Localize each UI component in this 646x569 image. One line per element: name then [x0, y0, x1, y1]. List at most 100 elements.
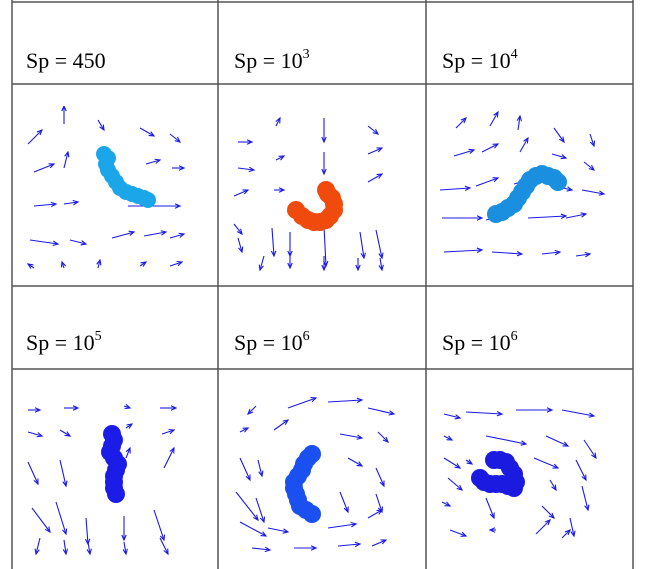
flow-arrow — [453, 149, 475, 157]
flow-arrow — [251, 547, 271, 551]
flow-arrowhead — [26, 263, 34, 269]
flow-arrow — [485, 497, 495, 519]
flow-arrow — [235, 491, 259, 521]
flow-arrow — [569, 517, 575, 537]
flow-arrowhead — [552, 463, 560, 469]
flow-arrow — [347, 457, 363, 467]
flow-arrow — [359, 231, 365, 259]
flow-arrowhead — [554, 249, 562, 256]
flow-arrow — [441, 501, 451, 507]
flow-arrowhead — [562, 441, 570, 447]
flow-arrowhead — [460, 531, 468, 537]
flow-arrowhead — [378, 264, 384, 272]
flow-arrowhead — [159, 534, 166, 542]
flow-arrowhead — [468, 148, 476, 154]
flow-arrow — [169, 261, 183, 267]
flow-arrow — [239, 427, 249, 433]
flow-arrow — [339, 491, 349, 513]
flow-arrowhead — [580, 212, 588, 218]
flow-arrow — [581, 485, 589, 511]
flow-arrowhead — [236, 228, 243, 236]
flow-arrow — [553, 127, 565, 143]
flow-arrowhead — [36, 432, 44, 438]
flow-arrowhead — [174, 136, 182, 143]
flow-arrowhead — [178, 232, 186, 238]
flow-arrow — [63, 539, 67, 555]
flow-arrow — [583, 161, 595, 171]
flow-arrowhead — [126, 423, 134, 429]
flow-arrow — [139, 127, 155, 137]
flow-arrowhead — [454, 414, 462, 420]
flow-arrow — [29, 239, 59, 245]
flow-arrow — [275, 117, 281, 127]
flow-arrowhead — [496, 411, 504, 417]
flow-arrow — [159, 537, 169, 555]
flow-arrowhead — [275, 116, 281, 124]
flow-arrow — [375, 467, 385, 487]
flow-arrow — [337, 543, 361, 547]
flow-arrow — [339, 433, 363, 439]
flow-arrow — [443, 249, 483, 253]
flow-arrow — [237, 237, 243, 253]
flow-arrowhead — [124, 403, 132, 410]
flow-arrowhead — [282, 419, 290, 425]
flow-arrow — [273, 419, 289, 431]
flow-arrowhead — [566, 186, 574, 192]
flow-arrowhead — [246, 139, 254, 145]
flow-arrowhead — [570, 530, 576, 538]
flow-arrow — [481, 143, 499, 153]
flow-arrowhead — [50, 201, 58, 208]
flow-arrowhead — [64, 150, 70, 158]
flow-arrowhead — [260, 531, 268, 537]
flow-arrow — [443, 413, 461, 419]
flow-arrowhead — [548, 512, 555, 519]
flow-arrowhead — [350, 521, 358, 528]
flow-arrow — [455, 117, 467, 129]
flow-arrow — [153, 509, 165, 541]
flow-arrow — [561, 529, 571, 539]
flow-arrowhead — [321, 264, 327, 272]
flow-arrowhead — [488, 527, 496, 533]
flow-arrow — [561, 409, 595, 417]
flow-arrow — [259, 255, 265, 271]
flow-arrowhead — [72, 199, 80, 206]
flow-arrowhead — [154, 158, 162, 164]
flow-arrowhead — [376, 509, 384, 515]
flow-arrow — [589, 133, 595, 147]
flow-arrowhead — [242, 189, 250, 195]
flow-arrow — [161, 429, 175, 435]
flow-arrowhead — [252, 514, 259, 522]
flow-arrowhead — [62, 480, 68, 488]
flow-arrowhead — [174, 203, 182, 209]
flow-arrow — [63, 151, 69, 169]
flow-arrowhead — [476, 215, 484, 221]
flow-arrowhead — [560, 213, 568, 219]
flow-arrow — [549, 479, 557, 491]
flow-arrow — [443, 435, 453, 441]
flow-arrowhead — [546, 407, 554, 413]
flow-arrowhead — [242, 427, 250, 433]
flow-arrow — [443, 457, 461, 469]
flow-arrowhead — [476, 247, 484, 253]
panel-label-1: Sp = 450 — [26, 48, 106, 73]
flow-arrowhead — [86, 548, 92, 556]
flow-arrow — [287, 397, 317, 409]
flow-arrowhead — [584, 504, 590, 512]
flow-arrowhead — [125, 446, 131, 454]
flow-arrow — [125, 447, 131, 459]
flow-arrow — [551, 153, 567, 159]
flow-arrow — [367, 509, 383, 519]
swimmer-body — [96, 146, 156, 208]
flow-arrowhead — [259, 516, 266, 524]
flow-arrow — [97, 259, 101, 269]
flow-arrow — [583, 439, 597, 459]
flow-arrowhead — [493, 110, 499, 118]
flow-arrowhead — [446, 435, 454, 441]
flow-arrow — [541, 251, 561, 255]
flow-arrow — [375, 229, 383, 259]
flow-arrow — [545, 435, 569, 447]
flow-arrowhead — [544, 519, 551, 526]
flow-arrowhead — [264, 546, 272, 553]
flow-arrow — [327, 399, 363, 403]
